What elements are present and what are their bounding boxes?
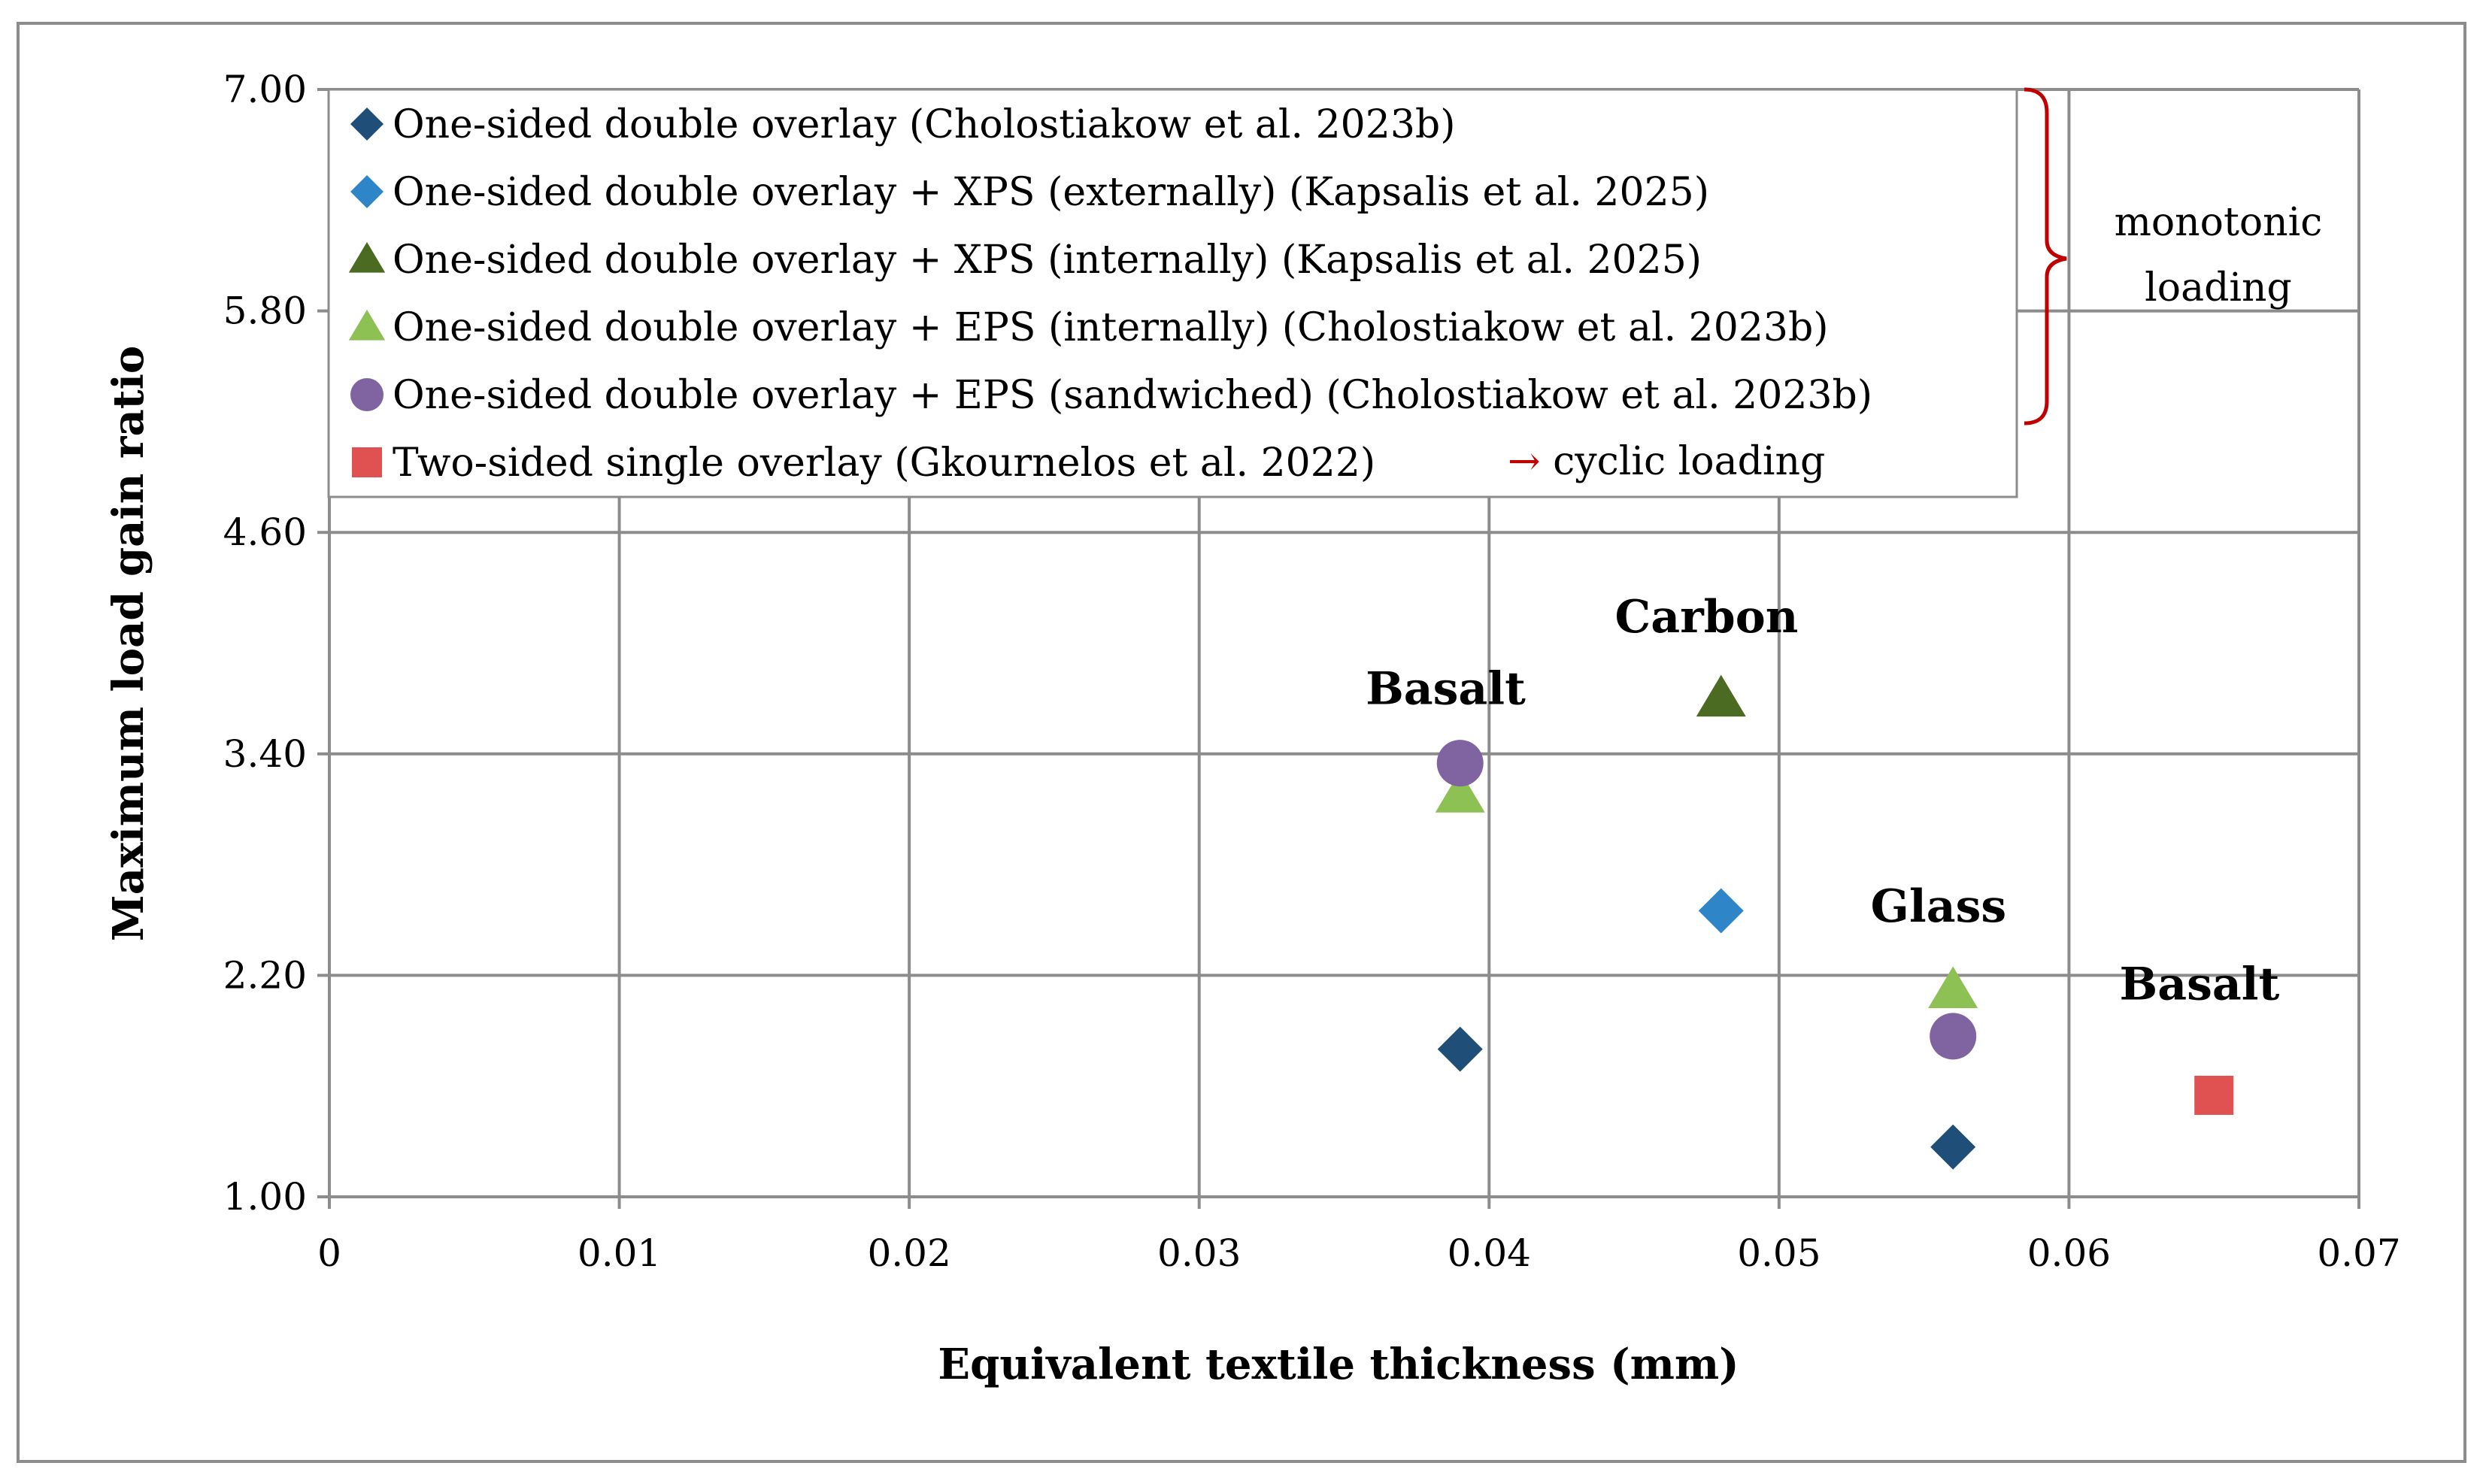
legend-label: One-sided double overlay + XPS (external…	[393, 170, 1709, 215]
bracket-note-line-2: loading	[2145, 265, 2292, 310]
data-markers	[1435, 674, 2234, 1170]
x-tick-label: 0	[317, 1231, 341, 1275]
data-point-triangle	[1696, 674, 1746, 717]
legend-cyclic-text: cyclic loading	[1541, 439, 1826, 484]
y-tick-label: 2.20	[223, 953, 307, 997]
y-tick-label: 5.80	[223, 289, 307, 333]
legend-cyclic-note: → cyclic loading	[1508, 439, 1825, 484]
data-point-diamond	[1437, 1026, 1483, 1072]
x-tick-label: 0.05	[1737, 1231, 1821, 1275]
legend-arrow: →	[1508, 439, 1541, 484]
legend-label: One-sided double overlay + XPS (internal…	[393, 238, 1702, 283]
y-tick-label: 1.00	[223, 1175, 307, 1219]
x-tick-label: 0.01	[578, 1231, 661, 1275]
data-point-square	[2194, 1075, 2234, 1115]
material-label: Basalt	[1366, 663, 1526, 716]
legend-marker-diamond	[350, 175, 384, 208]
data-point-diamond	[1698, 888, 1744, 934]
legend-marker-triangle	[348, 309, 386, 341]
x-tick-label: 0.03	[1157, 1231, 1241, 1275]
legend-marker-diamond	[350, 108, 384, 141]
legend-label: Two-sided single overlay (Gkournelos et …	[393, 441, 1375, 486]
y-tick-label: 3.40	[223, 732, 307, 776]
legend-marker-circle	[350, 378, 384, 411]
bracket-note-line-1: monotonic	[2115, 200, 2323, 245]
material-label: Glass	[1871, 880, 2006, 933]
legend-marker-square	[352, 447, 382, 477]
data-point-circle	[1930, 1013, 1977, 1060]
x-tick-label: 0.06	[2027, 1231, 2111, 1275]
data-point-diamond	[1930, 1124, 1976, 1170]
data-point-triangle	[1435, 771, 1485, 813]
annotations: Basalt Carbon Glass Basalt	[1366, 591, 2280, 1011]
bracket-curve	[2024, 87, 2067, 426]
legend-label: One-sided double overlay (Cholostiakow e…	[393, 102, 1456, 147]
x-tick-label: 0.04	[1448, 1231, 1531, 1275]
legend: One-sided double overlay (Cholostiakow e…	[327, 88, 2018, 498]
x-tick-labels: 0 0.01 0.02 0.03 0.04 0.05 0.06 0.07	[317, 1231, 2401, 1275]
legend-box	[327, 88, 2018, 498]
legend-label: One-sided double overlay + EPS (internal…	[393, 305, 1829, 350]
material-label: Carbon	[1615, 591, 1799, 644]
material-label: Basalt	[2120, 958, 2280, 1010]
x-tick-label: 0.02	[867, 1231, 950, 1275]
data-point-circle	[1436, 740, 1484, 787]
data-point-triangle	[1928, 966, 1978, 1009]
y-tick-label: 7.00	[223, 68, 307, 111]
monotonic-bracket: monotonic loading	[2024, 87, 2323, 426]
y-tick-label: 4.60	[223, 510, 307, 554]
y-tick-labels: 1.00 2.20 3.40 4.60 5.80 7.00	[223, 68, 307, 1219]
legend-marker-triangle	[348, 241, 386, 273]
y-axis-title: Maximum load gain ratio	[104, 346, 153, 941]
x-axis-title: Equivalent textile thickness (mm)	[938, 1340, 1739, 1389]
x-tick-label: 0.07	[2317, 1231, 2400, 1275]
legend-label: One-sided double overlay + EPS (sandwich…	[393, 373, 1872, 418]
